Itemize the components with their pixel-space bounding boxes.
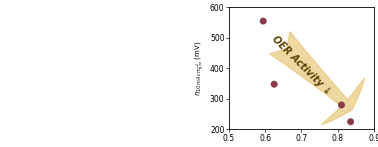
X-axis label: Mn$^{3+}$ / Mn$^{4+}$: Mn$^{3+}$ / Mn$^{4+}$ xyxy=(272,145,331,147)
Point xyxy=(271,83,277,85)
Point xyxy=(338,104,344,106)
Y-axis label: $\eta_{10\,mA\,cm_{geo}^{-2}}$ (mV): $\eta_{10\,mA\,cm_{geo}^{-2}}$ (mV) xyxy=(194,41,207,96)
Point xyxy=(260,20,266,22)
Point xyxy=(347,121,353,123)
Text: OER Activity ↓: OER Activity ↓ xyxy=(270,34,333,97)
